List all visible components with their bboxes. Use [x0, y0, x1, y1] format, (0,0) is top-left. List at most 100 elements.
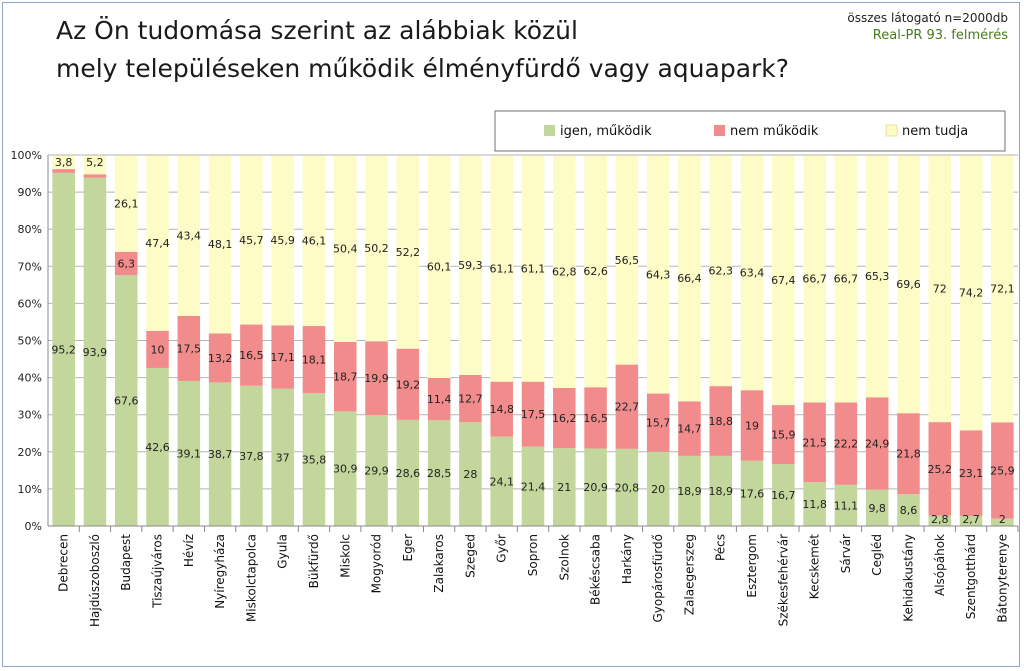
- data-label: 16,2: [552, 412, 577, 425]
- data-label: 11,8: [802, 498, 827, 511]
- bar-segment: [959, 155, 983, 431]
- data-label: 18,1: [302, 354, 327, 367]
- bar-segment: [240, 155, 263, 325]
- legend-swatch: [714, 125, 725, 136]
- data-label: 21,8: [896, 448, 921, 461]
- data-label: 20,9: [583, 481, 608, 494]
- y-tick-label: 100%: [11, 149, 42, 162]
- bar-segment: [959, 430, 983, 516]
- data-label: 22,2: [834, 438, 859, 451]
- data-label: 18,9: [708, 485, 733, 498]
- data-label: 2,7: [962, 513, 980, 526]
- bar-segment: [490, 155, 513, 382]
- y-tick-label: 40%: [18, 372, 42, 385]
- data-label: 47,4: [145, 237, 170, 250]
- x-tick-label: Szeged: [463, 534, 477, 578]
- bar-segment: [678, 455, 701, 526]
- data-label: 17,1: [270, 351, 295, 364]
- data-label: 43,4: [177, 230, 202, 243]
- bar-segment: [803, 482, 826, 526]
- data-label: 69,6: [896, 278, 921, 291]
- bar-segment: [803, 402, 826, 483]
- bar-segment: [271, 155, 294, 326]
- data-label: 61,1: [489, 262, 514, 275]
- data-label: 15,9: [771, 429, 796, 442]
- bar-segment: [52, 155, 75, 170]
- data-label: 66,7: [802, 273, 827, 286]
- bar-segment: [991, 422, 1014, 519]
- bar-segment: [553, 387, 576, 449]
- data-label: 66,4: [677, 272, 702, 285]
- y-tick-label: 20%: [18, 446, 42, 459]
- legend-box: [494, 110, 1006, 152]
- bar-segment: [396, 348, 420, 420]
- data-label: 2,8: [931, 513, 949, 526]
- data-label: 14,7: [677, 423, 702, 436]
- data-label: 38,7: [208, 448, 233, 461]
- bar-segment: [865, 489, 889, 526]
- x-tick-label: Mogyoród: [370, 534, 384, 593]
- data-label: 14,8: [489, 403, 514, 416]
- data-label: 29,9: [364, 465, 389, 478]
- bar-segment: [333, 411, 357, 526]
- bar-segment: [772, 405, 795, 465]
- data-label: 21,5: [802, 436, 827, 449]
- bar-segment: [490, 381, 513, 437]
- bar-segment: [615, 155, 639, 365]
- bar-segment: [240, 324, 263, 386]
- data-label: 20,8: [615, 481, 640, 494]
- title-line-1: Az Ön tudomása szerint az alábbiak közül: [56, 16, 578, 45]
- data-label: 50,4: [333, 242, 358, 255]
- x-tick-label: Bükfürdő: [307, 534, 321, 588]
- bar-segment: [897, 494, 920, 526]
- data-label: 65,3: [865, 270, 890, 283]
- bar-segment: [740, 155, 764, 391]
- x-tick-label: Gyopárosfürdő: [651, 534, 665, 623]
- bar-segment: [928, 155, 952, 423]
- legend-label: igen, működik: [560, 124, 652, 139]
- bar-segment: [865, 397, 889, 490]
- bar-segment: [271, 388, 294, 526]
- bar-segment: [427, 155, 451, 378]
- data-label: 56,5: [615, 254, 640, 267]
- bar-segment: [177, 155, 201, 317]
- bar-segment: [928, 422, 952, 516]
- data-label: 21,4: [521, 480, 546, 493]
- x-tick-label: Debrecen: [57, 534, 71, 592]
- data-label: 28,6: [396, 467, 421, 480]
- data-label: 50,2: [364, 242, 389, 255]
- data-label: 74,2: [959, 287, 984, 300]
- bar-segment: [584, 448, 607, 526]
- bar-segment: [146, 367, 169, 526]
- bar-segment: [302, 155, 326, 327]
- bar-segment: [271, 325, 294, 389]
- x-tick-label: Győr: [495, 534, 509, 563]
- x-tick-label: Kecskemét: [808, 534, 822, 599]
- y-tick-label: 90%: [18, 186, 42, 199]
- data-label: 19,9: [364, 372, 389, 385]
- data-label: 19: [745, 419, 759, 432]
- x-tick-label: Alsópáhok: [933, 534, 947, 596]
- data-label: 61,1: [521, 262, 546, 275]
- bar-segment: [678, 155, 701, 402]
- data-label: 24,9: [865, 437, 890, 450]
- bar-segment: [740, 460, 764, 526]
- bar-segment: [959, 515, 983, 526]
- data-label: 17,6: [740, 487, 765, 500]
- data-label: 16,5: [239, 349, 264, 362]
- data-label: 39,1: [177, 447, 202, 460]
- data-label: 17,5: [521, 408, 546, 421]
- bar-segment: [740, 390, 764, 461]
- data-label: 62,3: [708, 265, 733, 278]
- bar-segment: [365, 341, 388, 416]
- data-label: 26,1: [114, 197, 139, 210]
- x-tick-label: Harkány: [620, 534, 634, 584]
- x-tick-label: Kehidakustány: [901, 534, 915, 622]
- x-tick-label: Zalakaros: [432, 534, 446, 593]
- data-label: 59,3: [458, 259, 483, 272]
- bar-segment: [240, 385, 263, 526]
- data-label: 62,6: [583, 265, 608, 278]
- x-tick-label: Miskolctapolca: [244, 534, 258, 622]
- data-label: 45,7: [239, 234, 264, 247]
